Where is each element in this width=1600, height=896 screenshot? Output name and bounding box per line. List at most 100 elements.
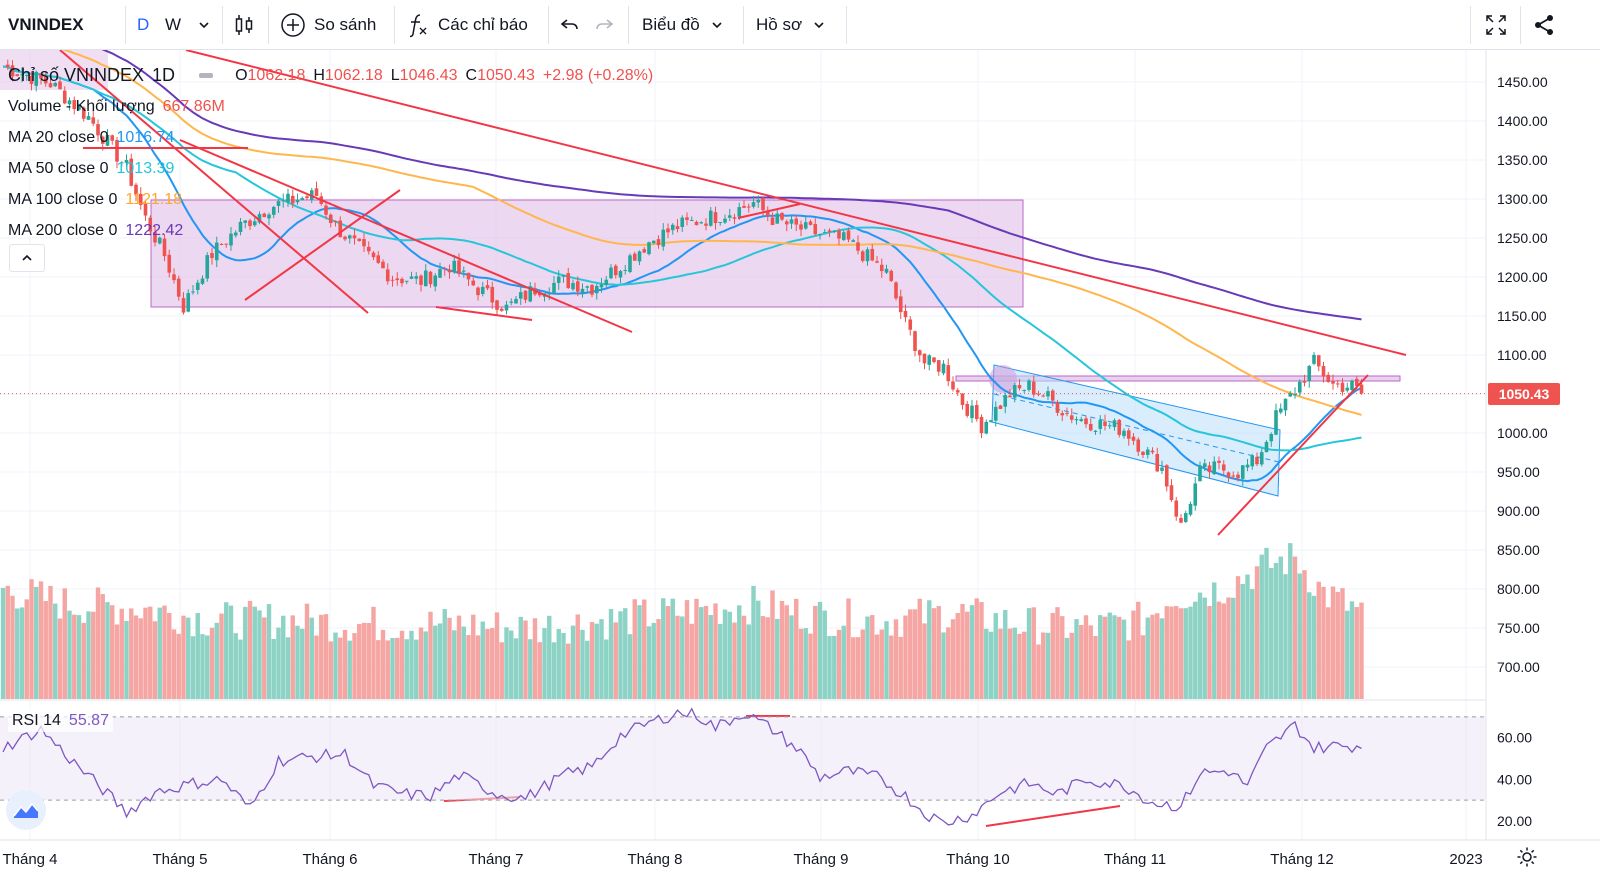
volume-bar [418, 627, 424, 699]
volume-bar [285, 637, 291, 699]
volume-bar [205, 635, 210, 699]
candle-body [1069, 415, 1074, 420]
volume-bar [627, 634, 633, 699]
volume-bar [452, 630, 457, 699]
volume-bar [428, 611, 433, 699]
volume-bar [504, 627, 509, 699]
legend-status-icon [199, 73, 214, 78]
symbol-search[interactable]: VNINDEX [8, 14, 84, 34]
candle-body [661, 229, 666, 247]
volume-bar [10, 595, 15, 699]
volume-bar [1174, 606, 1179, 699]
volume-bar [960, 603, 965, 699]
undo-icon[interactable] [558, 0, 582, 49]
rsi-pane [0, 707, 1486, 826]
volume-bar [1264, 547, 1269, 699]
volume-bar [399, 630, 405, 699]
candle-body [1088, 423, 1093, 431]
ma100-line [62, 50, 1362, 416]
candle-body [651, 240, 656, 244]
price-tick-label: 1400.00 [1497, 113, 1548, 129]
legend-ma200-row[interactable]: MA 200 close 0 1222.42 [8, 215, 661, 246]
legend-collapse-button[interactable] [9, 244, 45, 272]
candle-body [523, 290, 528, 300]
candle-body [756, 199, 761, 203]
share-icon[interactable] [1532, 0, 1556, 49]
legend-ma20-row[interactable]: MA 20 close 0 1016.74 [8, 122, 661, 153]
volume-bar [1003, 610, 1008, 699]
volume-bar [1126, 640, 1131, 699]
candle-body [1264, 441, 1269, 453]
legend-ma50-label: MA 50 close 0 [8, 159, 109, 177]
candle-body [594, 285, 599, 294]
volume-bar [57, 618, 63, 699]
volume-bar [257, 610, 262, 699]
trendline-drawing [1217, 374, 1369, 536]
axes: 1450.00 1400.00 1350.00 1300.00 1250.00 1200.… [2, 74, 1547, 868]
candle-body [157, 237, 162, 244]
candle-body [1017, 385, 1022, 389]
volume-bar [366, 623, 371, 699]
candle-body [381, 261, 385, 269]
volume-bar [143, 607, 148, 699]
volume-bar [214, 622, 219, 699]
volume-bar [808, 633, 813, 699]
volume-bar [1069, 632, 1074, 699]
volume-bar [699, 607, 704, 699]
legend-volume-row[interactable]: Volume - Khối lượng 667.86M [8, 91, 661, 122]
rsi-legend[interactable]: RSI 14 55.87 [8, 710, 113, 732]
candle-body [1060, 413, 1065, 416]
candle-body [822, 231, 827, 233]
volume-bar [608, 609, 614, 699]
volume-bar [661, 598, 666, 699]
main-chart[interactable]: 1450.00 1400.00 1350.00 1300.00 1250.00 1200.… [0, 50, 1600, 896]
volume-bar [889, 635, 894, 699]
interval-dropdown-chevron-icon[interactable] [197, 0, 211, 49]
candle-body [248, 220, 252, 227]
candle-body [827, 230, 832, 232]
legend-ma100-label: MA 100 close 0 [8, 190, 118, 208]
candle-body [129, 158, 134, 186]
volume-bar [917, 598, 922, 699]
fullscreen-icon[interactable] [1484, 0, 1508, 49]
candle-body [609, 267, 613, 279]
volume-bar [323, 614, 329, 699]
volume-bar [129, 608, 134, 699]
candle-body [1302, 381, 1307, 383]
candle-body [77, 105, 81, 110]
candle-body [67, 100, 72, 105]
legend-ma100-row[interactable]: MA 100 close 0 1121.18 [8, 184, 661, 215]
candle-body [172, 274, 176, 281]
candle-body [1036, 393, 1041, 395]
candle-body [419, 275, 423, 285]
legend-timeframe: 1D [152, 65, 176, 85]
candle-body [1055, 402, 1060, 413]
volume-bars [0, 543, 1364, 699]
function-icon [409, 13, 427, 37]
volume-bar [471, 614, 476, 699]
profile-menu-button[interactable]: Hồ sơ [756, 0, 826, 49]
volume-bar [1240, 584, 1245, 699]
ma20-line [2, 65, 1362, 483]
legend-ma50-row[interactable]: MA 50 close 0 1013.39 [8, 153, 661, 184]
candlestick-type-icon[interactable] [232, 0, 256, 49]
tradingview-logo-icon[interactable] [6, 790, 46, 830]
volume-bar [727, 611, 732, 699]
volume-bar [1221, 603, 1226, 699]
settings-gear-icon[interactable] [1516, 846, 1538, 873]
interval-day-button[interactable]: D [137, 14, 150, 34]
compare-button[interactable]: So sánh [280, 0, 376, 49]
volume-bar [347, 640, 352, 699]
candle-body [1131, 436, 1136, 441]
candle-body [723, 218, 727, 223]
candle-body [860, 251, 865, 261]
volume-bar [684, 600, 690, 699]
price-tick-label: 850.00 [1497, 542, 1540, 558]
candle-body [1340, 382, 1345, 392]
redo-icon[interactable] [592, 0, 616, 49]
candle-body [604, 279, 609, 285]
chart-menu-button[interactable]: Biểu đồ [642, 0, 724, 49]
volume-bar [1093, 635, 1098, 699]
interval-week-button[interactable]: W [165, 14, 182, 34]
indicators-button[interactable]: Các chỉ báo [406, 0, 528, 49]
